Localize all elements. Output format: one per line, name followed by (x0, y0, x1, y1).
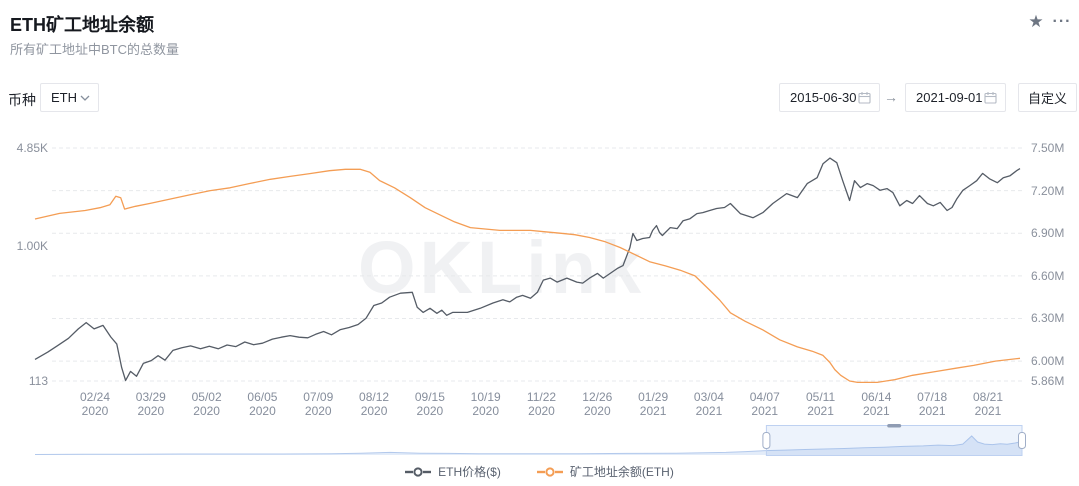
x-axis-tick-label: 08/21 2021 (972, 390, 1004, 418)
legend-label: 矿工地址余额(ETH) (569, 465, 674, 479)
x-axis-tick-label: 09/15 2020 (414, 390, 445, 418)
date-range-start-input[interactable]: 2015-06-30 (779, 83, 880, 112)
date-range-arrow-icon: → (884, 89, 898, 105)
left-axis-tick-label: 4.85K (16, 141, 48, 155)
x-axis-tick-label: 06/14 2021 (861, 390, 892, 418)
more-button[interactable]: ··· (1050, 10, 1074, 34)
calendar-icon (858, 92, 871, 104)
nav-area (35, 436, 1022, 455)
coin-select-value: ETH (51, 90, 77, 105)
chevron-down-icon (80, 95, 90, 101)
left-axis-tick-label: 113 (28, 374, 48, 388)
nav-center-grip[interactable] (887, 424, 902, 428)
nav-selection[interactable] (765, 425, 1023, 456)
main-chart (34, 147, 1022, 384)
nav-area-line (34, 435, 1023, 455)
x-axis-tick-label: 05/11 2021 (805, 390, 836, 418)
nav-handle-left[interactable] (762, 432, 771, 449)
miner-balance-line (34, 168, 1021, 384)
x-axis-tick-label: 08/12 2020 (359, 390, 390, 418)
x-axis-tick-label: 11/22 2020 (526, 390, 557, 418)
navigator[interactable] (34, 424, 1026, 458)
coin-select[interactable]: ETH (40, 83, 99, 112)
x-axis-tick-label: 07/18 2021 (917, 390, 948, 418)
date-range-start-value: 2015-06-30 (790, 90, 857, 105)
right-axis-tick-label: 6.90M (1031, 226, 1065, 241)
right-axis-tick-label: 6.00M (1031, 354, 1065, 369)
page-title: ETH矿工地址余额 (10, 15, 154, 35)
right-axis-tick-label: 6.60M (1031, 268, 1065, 283)
page-subtitle: 所有矿工地址中BTC的总数量 (10, 42, 180, 57)
legend-item-miner-balance[interactable]: 矿工地址余额(ETH) (536, 463, 674, 480)
star-icon: ★ (1028, 12, 1044, 31)
right-axis-tick-label: 5.86M (1031, 374, 1065, 388)
legend-marker-icon (536, 466, 563, 477)
favorite-button[interactable]: ★ (1024, 10, 1048, 34)
date-range-end-input[interactable]: 2021-09-01 (905, 83, 1006, 112)
date-range-end-value: 2021-09-01 (916, 90, 983, 105)
calendar-icon (984, 92, 997, 104)
left-axis-tick-label: 1.00K (16, 238, 48, 253)
legend-marker-icon (405, 466, 432, 477)
x-axis-tick-label: 02/24 2020 (79, 390, 111, 418)
x-axis-tick-label: 06/05 2020 (247, 390, 278, 418)
legend-item-eth-price[interactable]: ETH价格($) (405, 463, 501, 480)
x-axis-tick-label: 10/19 2020 (470, 390, 501, 418)
eth-price-line (34, 157, 1021, 382)
x-axis-tick-label: 01/29 2021 (638, 390, 669, 418)
x-axis-tick-label: 07/09 2020 (303, 390, 334, 418)
legend: ETH价格($) 矿工地址余额(ETH) (0, 463, 1079, 480)
x-axis-tick-label: 04/07 2021 (749, 390, 780, 418)
x-axis-tick-label: 03/04 2021 (693, 390, 724, 418)
custom-range-button[interactable]: 自定义 (1018, 83, 1077, 112)
more-icon: ··· (1052, 13, 1072, 30)
coin-filter-label: 币种 (8, 92, 36, 108)
right-axis-tick-label: 7.20M (1031, 183, 1065, 198)
x-axis-tick-label: 12/26 2020 (582, 390, 613, 418)
legend-label: ETH价格($) (438, 465, 501, 479)
x-axis-tick-label: 05/02 2020 (191, 390, 222, 418)
right-axis-tick-label: 6.30M (1031, 311, 1065, 326)
nav-handle-right[interactable] (1018, 432, 1026, 449)
right-axis-tick-label: 7.50M (1031, 141, 1065, 155)
x-axis-tick-label: 03/29 2020 (135, 390, 166, 418)
